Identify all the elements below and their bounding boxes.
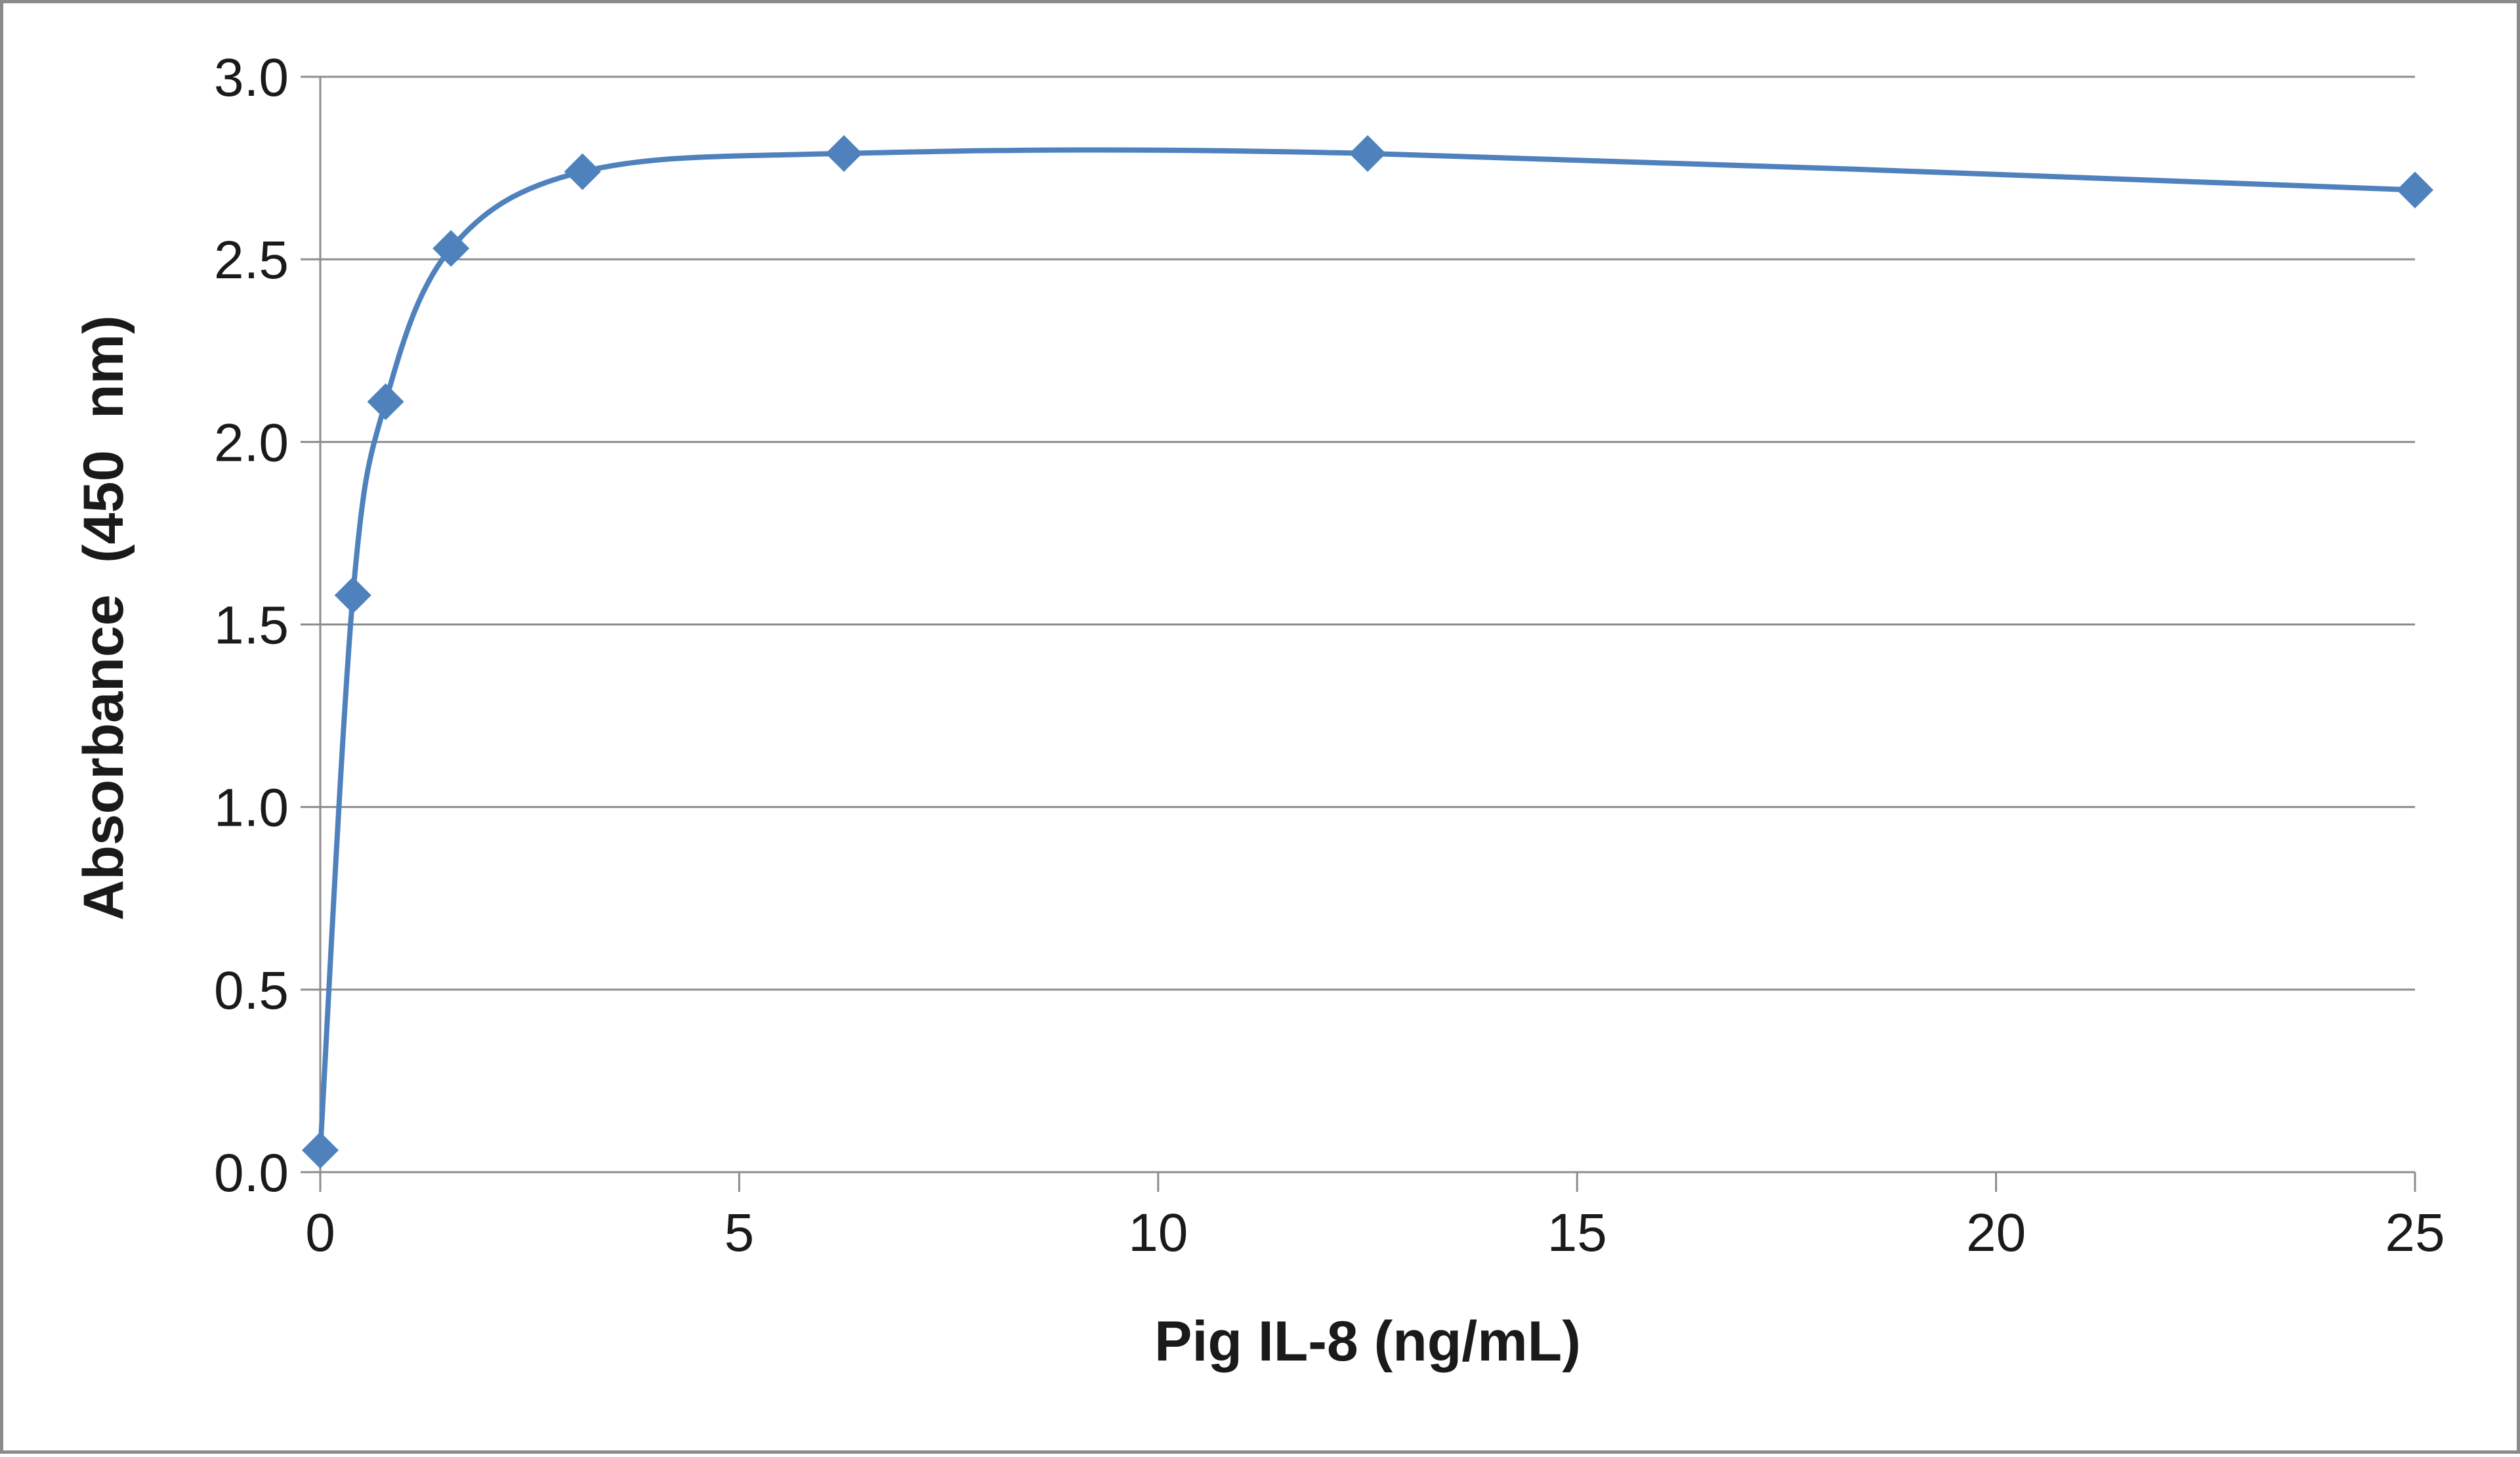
chart-svg: 0.0 0.5 1.0 1.5 2.0 2.5 3.0 0 5 10 15 20 25 Pig IL-8…: [72, 48, 2445, 1373]
data-point-marker: [1349, 135, 1386, 172]
data-point-marker: [2397, 171, 2433, 209]
tick-labels: 0.0 0.5 1.0 1.5 2.0 2.5 3.0 0 5 10 15 20 25: [214, 48, 2445, 1263]
y-tick-label: 0.0: [214, 1143, 289, 1203]
y-tick-label: 3.0: [214, 48, 289, 108]
data-point-marker: [826, 135, 862, 172]
x-axis-title: Pig IL-8 (ng/mL): [1154, 1310, 1581, 1373]
data-point-marker: [432, 230, 470, 267]
x-tick-label: 20: [1966, 1203, 2026, 1263]
x-tick-label: 5: [724, 1203, 755, 1263]
data-point-marker: [564, 153, 601, 190]
y-tick-label: 1.0: [214, 778, 289, 838]
x-tick-label: 10: [1128, 1203, 1188, 1263]
y-axis-title: Absorbance (450 nm): [72, 315, 135, 920]
y-tick-label: 2.0: [214, 413, 289, 473]
data-point-marker: [302, 1131, 339, 1169]
data-point-marker: [367, 383, 404, 421]
y-tick-label: 2.5: [214, 230, 289, 290]
x-tick-label: 0: [305, 1203, 335, 1263]
y-tick-label: 1.5: [214, 596, 289, 656]
x-tick-label: 25: [2385, 1203, 2445, 1263]
x-tick-label: 15: [1547, 1203, 1607, 1263]
gridlines: [320, 75, 2415, 991]
series-line: [318, 147, 2418, 1153]
data-point-marker: [334, 576, 371, 614]
data-series: [302, 135, 2433, 1169]
axes: [301, 75, 2416, 1192]
y-tick-label: 0.5: [214, 961, 289, 1021]
